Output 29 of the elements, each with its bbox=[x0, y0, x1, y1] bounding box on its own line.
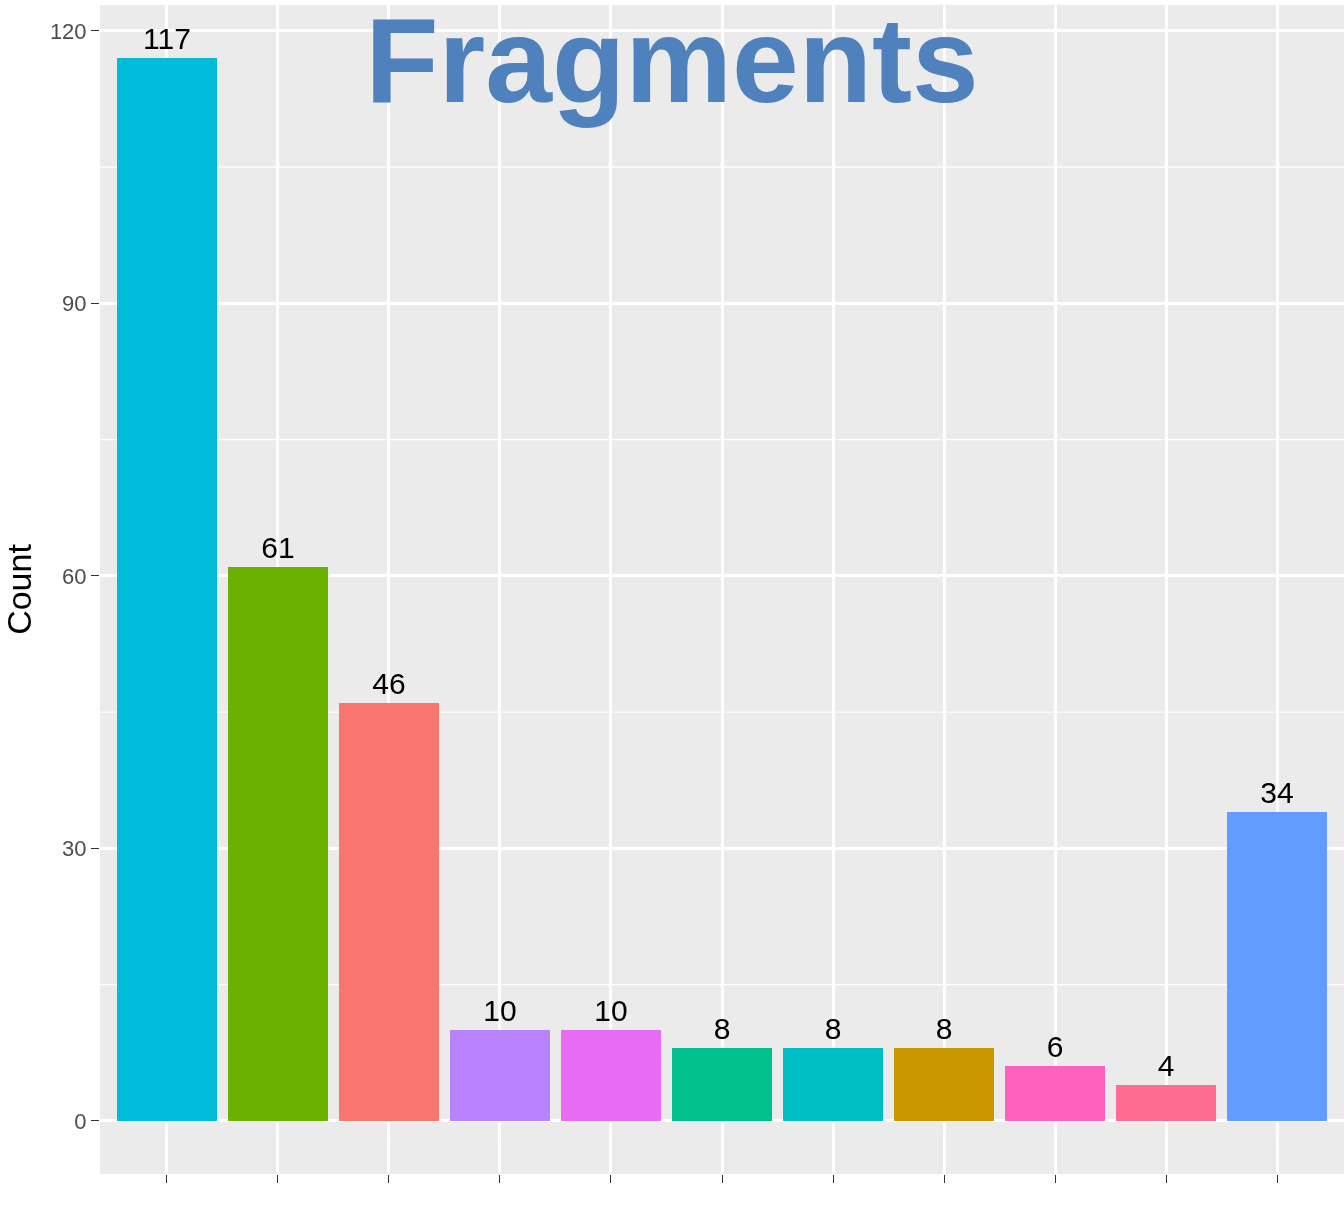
data-label: 8 bbox=[935, 1012, 953, 1045]
y-tick-label: 90 bbox=[62, 291, 87, 317]
bar bbox=[117, 58, 217, 1121]
data-label: 117 bbox=[143, 22, 191, 55]
bar bbox=[339, 703, 439, 1121]
bar bbox=[1116, 1085, 1216, 1121]
y-axis-title: Count bbox=[0, 543, 38, 635]
data-label: 61 bbox=[261, 531, 295, 564]
bar bbox=[450, 1030, 550, 1121]
bar bbox=[783, 1048, 883, 1121]
data-label: 8 bbox=[824, 1012, 842, 1045]
bar bbox=[894, 1048, 994, 1121]
y-tick-label: 60 bbox=[62, 563, 87, 589]
data-label: 4 bbox=[1157, 1049, 1175, 1082]
bar bbox=[1005, 1066, 1105, 1121]
data-label: 10 bbox=[483, 994, 517, 1027]
data-label: 8 bbox=[713, 1012, 731, 1045]
bar bbox=[672, 1048, 772, 1121]
data-label: 10 bbox=[594, 994, 628, 1027]
data-label: 34 bbox=[1260, 776, 1294, 809]
bar bbox=[561, 1030, 661, 1121]
bar bbox=[1227, 812, 1327, 1121]
bar bbox=[228, 567, 328, 1121]
y-tick-label: 0 bbox=[74, 1108, 87, 1134]
chart-title: Fragments bbox=[365, 0, 979, 129]
y-tick-label: 120 bbox=[49, 18, 87, 44]
data-label: 46 bbox=[372, 667, 406, 700]
y-tick-label: 30 bbox=[62, 836, 87, 862]
data-label: 6 bbox=[1046, 1030, 1064, 1063]
